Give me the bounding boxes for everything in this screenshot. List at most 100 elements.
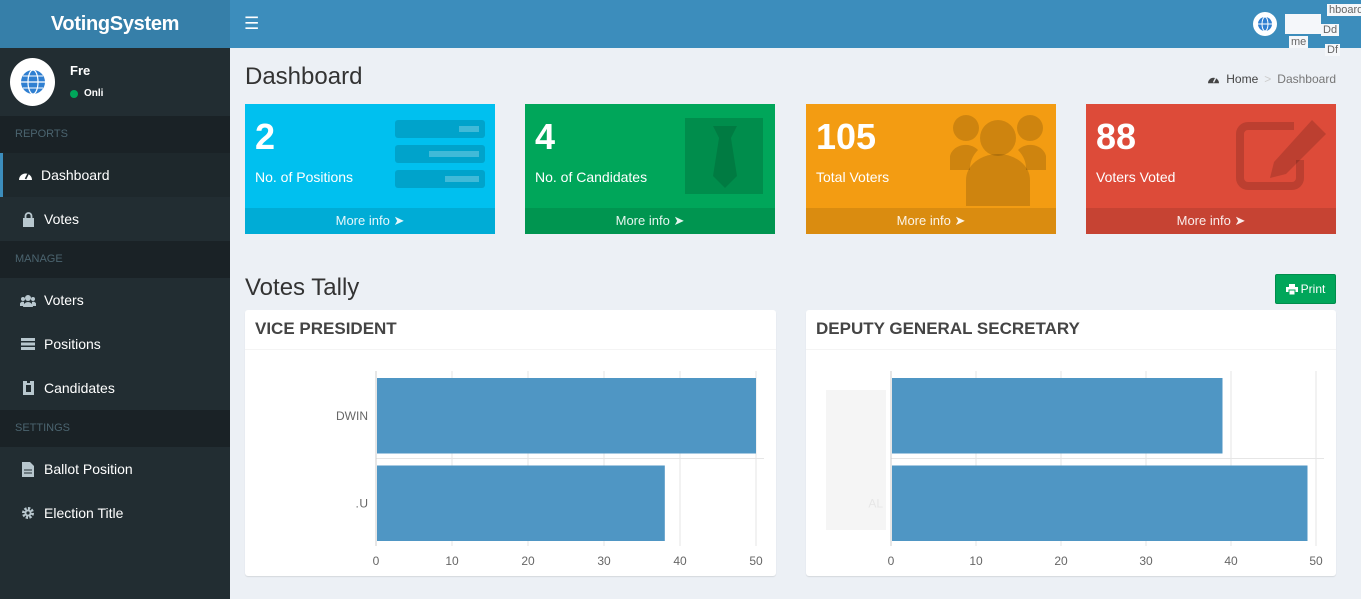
breadcrumb-fragment: Df: [1325, 44, 1340, 56]
file-icon: [20, 461, 36, 477]
bar: [892, 378, 1223, 454]
hamburger-icon[interactable]: ☰: [244, 14, 260, 33]
user-avatar-small[interactable]: [1253, 12, 1277, 36]
id-card-icon: [20, 380, 36, 396]
top-navbar: ☰: [230, 0, 1361, 48]
user-status-text: Onli: [84, 88, 104, 99]
chart-title: VICE PRESIDENT: [245, 310, 776, 350]
stat-label: Total Voters: [816, 169, 890, 185]
bar: [892, 465, 1308, 541]
tick-label: 30: [1139, 554, 1153, 568]
breadcrumb-fragment: Dd: [1321, 24, 1340, 36]
more-info-label: More info: [335, 213, 390, 228]
online-dot-icon: [70, 89, 78, 98]
tick-label: 40: [673, 554, 687, 568]
sidebar-item-positions[interactable]: Positions: [0, 322, 230, 366]
tick-label: 30: [597, 554, 611, 568]
user-panel: Fre Onli: [0, 48, 230, 116]
bar: [377, 378, 756, 454]
user-status: Onli: [70, 88, 103, 99]
sidebar-item-ballot-position[interactable]: Ballot Position: [0, 447, 230, 491]
tick-label: 10: [445, 554, 459, 568]
tick-label: 50: [1309, 554, 1323, 568]
stat-value: 88: [1096, 116, 1137, 157]
bar: [377, 465, 665, 541]
sidebar-item-votes[interactable]: Votes: [0, 197, 230, 241]
sidebar-item-label: Candidates: [44, 380, 115, 396]
sidebar: Fre Onli REPORTS Dashboard Votes MANAGE …: [0, 48, 230, 599]
sidebar-item-label: Dashboard: [41, 167, 110, 183]
user-avatar: [10, 58, 55, 106]
sidebar-item-dashboard[interactable]: Dashboard: [0, 153, 230, 197]
breadcrumb-fragment: hboard: [1327, 4, 1361, 16]
sidebar-item-label: Votes: [44, 211, 80, 227]
vice-president-chart: DWINJAMB…U01020304050: [315, 371, 764, 568]
sidebar-item-candidates[interactable]: Candidates: [0, 366, 230, 410]
user-menu-redacted[interactable]: [1285, 14, 1321, 34]
more-info-link[interactable]: More info ➤: [245, 208, 495, 234]
more-info-label: More info: [896, 213, 951, 228]
stat-box-candidates: 4 No. of Candidates More info ➤: [525, 104, 775, 234]
gear-icon: [20, 505, 36, 521]
more-info-link[interactable]: More info ➤: [525, 208, 775, 234]
tick-label: 10: [969, 554, 983, 568]
redacted-name: [259, 380, 329, 432]
more-info-label: More info: [1176, 213, 1231, 228]
print-icon: [1285, 283, 1298, 295]
more-info-link[interactable]: More info ➤: [806, 208, 1056, 234]
dashboard-icon: [1207, 74, 1220, 85]
stat-box-voters-voted: 88 Voters Voted More info ➤: [1086, 104, 1336, 234]
list-icon: [395, 116, 485, 197]
breadcrumb-fragment: me: [1289, 36, 1309, 48]
stat-label: No. of Candidates: [535, 169, 648, 185]
dashboard-icon: [17, 167, 33, 183]
sidebar-item-label: Voters: [44, 292, 84, 308]
menu-header-manage: MANAGE: [0, 241, 230, 278]
tick-label: 0: [888, 554, 895, 568]
sidebar-item-voters[interactable]: Voters: [0, 278, 230, 322]
menu-header-reports: REPORTS: [0, 116, 230, 153]
tick-label: 20: [1054, 554, 1068, 568]
breadcrumb: Home > Dashboard: [1207, 72, 1336, 86]
tick-label: 50: [749, 554, 763, 568]
arrow-circle-right-icon: ➤: [1234, 213, 1246, 228]
print-button[interactable]: Print: [1275, 274, 1336, 304]
stat-value: 2: [255, 116, 276, 157]
tick-label: 0: [373, 554, 380, 568]
arrow-circle-right-icon: ➤: [673, 213, 685, 228]
sidebar-item-label: Positions: [44, 336, 101, 352]
breadcrumb-home-link[interactable]: Home: [1226, 72, 1259, 86]
stat-label: Voters Voted: [1096, 169, 1176, 185]
page-title: Dashboard: [245, 63, 363, 90]
sidebar-item-label: Election Title: [44, 505, 124, 521]
app-logo[interactable]: VotingSystem: [0, 0, 230, 48]
category-label: DWIN: [336, 409, 368, 423]
tick-label: 40: [1224, 554, 1238, 568]
stat-value: 4: [535, 116, 556, 157]
chart-title: DEPUTY GENERAL SECRETARY: [806, 310, 1336, 350]
menu-header-settings: SETTINGS: [0, 410, 230, 447]
stat-value: 105: [816, 116, 877, 157]
deputy-general-secretary-chart: AL01020304050: [868, 371, 1324, 568]
breadcrumb-current: Dashboard: [1277, 72, 1336, 86]
more-info-link[interactable]: More info ➤: [1086, 208, 1336, 234]
redacted-name: [285, 482, 355, 518]
user-name: Fre: [70, 63, 91, 78]
stat-box-positions: 2 No. of Positions More info ➤: [245, 104, 495, 234]
users-icon: [948, 110, 1048, 211]
chart-box-deputy-general-secretary: DEPUTY GENERAL SECRETARY AL01020304050: [806, 310, 1336, 576]
tie-icon: [685, 116, 765, 199]
stat-box-total-voters: 105 Total Voters More info ➤: [806, 104, 1056, 234]
globe-icon: [1258, 16, 1272, 32]
breadcrumb-separator: >: [1264, 72, 1272, 86]
arrow-circle-right-icon: ➤: [954, 213, 966, 228]
sidebar-item-election-title[interactable]: Election Title: [0, 491, 230, 535]
globe-icon: [20, 69, 45, 95]
arrow-circle-right-icon: ➤: [393, 213, 405, 228]
redacted-name: [826, 390, 886, 530]
more-info-label: More info: [615, 213, 670, 228]
sidebar-item-label: Ballot Position: [44, 461, 133, 477]
chart-box-vice-president: VICE PRESIDENT DWINJAMB…U01020304050: [245, 310, 776, 576]
tick-label: 20: [521, 554, 535, 568]
lock-icon: [20, 211, 36, 227]
